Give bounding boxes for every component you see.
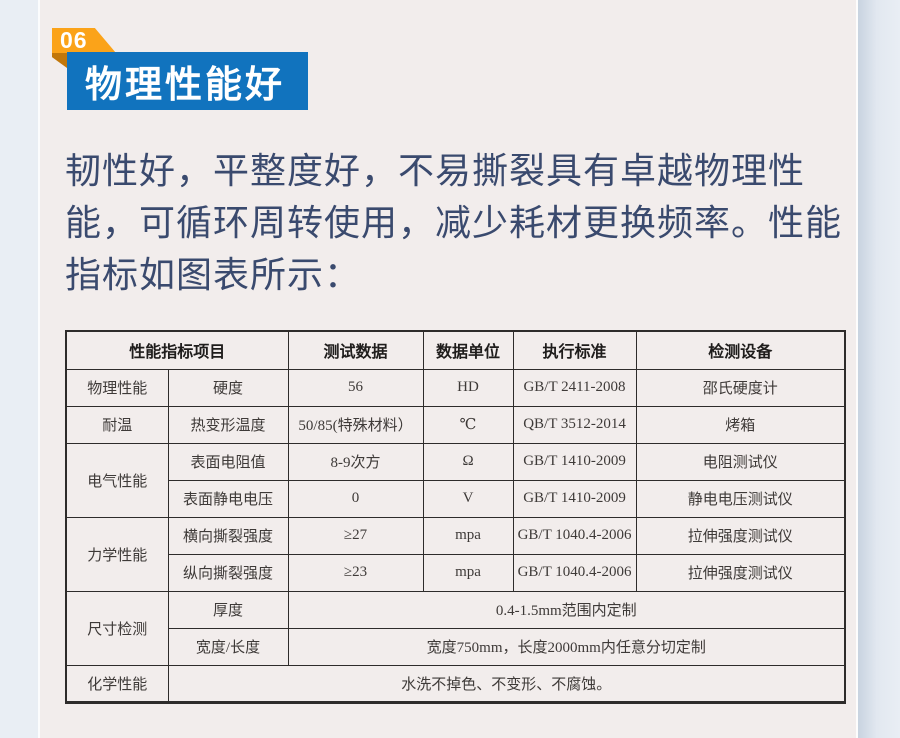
cell-standard: GB/T 1040.4-2006 [512, 553, 637, 592]
cell-device: 拉伸强度测试仪 [635, 516, 846, 555]
cell-merged-value: 宽度750mm，长度2000mm内任意分切定制 [287, 627, 846, 666]
table-header-row: 性能指标项目 测试数据 数据单位 执行标准 检测设备 [65, 330, 846, 370]
cell-unit: mpa [422, 516, 514, 555]
cell-device: 电阻测试仪 [635, 442, 846, 481]
table-row: 宽度/长度 宽度750mm，长度2000mm内任意分切定制 [66, 627, 846, 666]
table-row: 纵向撕裂强度 ≥23 mpa GB/T 1040.4-2006 拉伸强度测试仪 [66, 553, 846, 592]
cell-value: 56 [287, 368, 424, 407]
header-test-data: 测试数据 [287, 330, 424, 370]
cell-standard: GB/T 2411-2008 [512, 368, 637, 407]
right-edge-gradient [856, 0, 900, 738]
cell-device: 静电电压测试仪 [635, 479, 846, 518]
section-number-badge: 06 [52, 28, 116, 53]
cell-value: 50/85(特殊材料） [287, 405, 424, 444]
cell-unit: V [422, 479, 514, 518]
section-title-banner: 物理性能好 [67, 52, 308, 110]
cell-category: 物理性能 [65, 368, 169, 407]
cell-device: 邵氏硬度计 [635, 368, 846, 407]
cell-item: 表面电阻值 [167, 442, 289, 481]
cell-item: 厚度 [167, 590, 289, 629]
cell-merged-value: 0.4-1.5mm范围内定制 [287, 590, 846, 629]
cell-category: 力学性能 [65, 516, 169, 592]
cell-value: 8-9次方 [287, 442, 424, 481]
header-unit: 数据单位 [422, 330, 514, 370]
cell-item: 纵向撕裂强度 [167, 553, 289, 592]
cell-standard: QB/T 3512-2014 [512, 405, 637, 444]
cell-unit: mpa [422, 553, 514, 592]
cell-category: 耐温 [65, 405, 169, 444]
header-device: 检测设备 [635, 330, 846, 370]
table-row: 力学性能 横向撕裂强度 ≥27 mpa GB/T 1040.4-2006 拉伸强… [65, 516, 846, 592]
header-item: 性能指标项目 [65, 330, 289, 370]
cell-device: 拉伸强度测试仪 [635, 553, 846, 592]
table-row: 表面静电电压 0 V GB/T 1410-2009 静电电压测试仪 [66, 479, 846, 518]
cell-value: ≥23 [287, 553, 424, 592]
cell-value: ≥27 [287, 516, 424, 555]
cell-category: 电气性能 [65, 442, 169, 518]
cell-value: 0 [287, 479, 424, 518]
table-row: 电气性能 表面电阻值 8-9次方 Ω GB/T 1410-2009 电阻测试仪 [65, 442, 846, 518]
cell-item: 宽度/长度 [167, 627, 289, 666]
cell-item: 热变形温度 [167, 405, 289, 444]
cell-item: 硬度 [167, 368, 289, 407]
cell-unit: ℃ [422, 405, 514, 444]
cell-device: 烤箱 [635, 405, 846, 444]
intro-paragraph: 韧性好，平整度好，不易撕裂具有卓越物理性能，可循环周转使用，减少耗材更换频率。性… [65, 150, 843, 295]
performance-table: 性能指标项目 测试数据 数据单位 执行标准 检测设备 物理性能 硬度 56 HD… [65, 330, 847, 704]
cell-item: 表面静电电压 [167, 479, 289, 518]
section-title: 物理性能好 [85, 64, 285, 105]
table-row: 耐温 热变形温度 50/85(特殊材料） ℃ QB/T 3512-2014 烤箱 [65, 405, 846, 444]
cell-category: 尺寸检测 [65, 590, 169, 666]
cell-standard: GB/T 1040.4-2006 [512, 516, 637, 555]
cell-category: 化学性能 [65, 664, 169, 703]
header-standard: 执行标准 [512, 330, 637, 370]
cell-unit: HD [422, 368, 514, 407]
table-row: 化学性能 水洗不掉色、不变形、不腐蚀。 [65, 664, 846, 703]
table-row: 尺寸检测 厚度 0.4-1.5mm范围内定制 [65, 590, 846, 666]
cell-item: 横向撕裂强度 [167, 516, 289, 555]
cell-unit: Ω [422, 442, 514, 481]
cell-merged-value: 水洗不掉色、不变形、不腐蚀。 [167, 664, 846, 703]
cell-standard: GB/T 1410-2009 [512, 479, 637, 518]
cell-standard: GB/T 1410-2009 [512, 442, 637, 481]
table-row: 物理性能 硬度 56 HD GB/T 2411-2008 邵氏硬度计 [65, 368, 846, 407]
